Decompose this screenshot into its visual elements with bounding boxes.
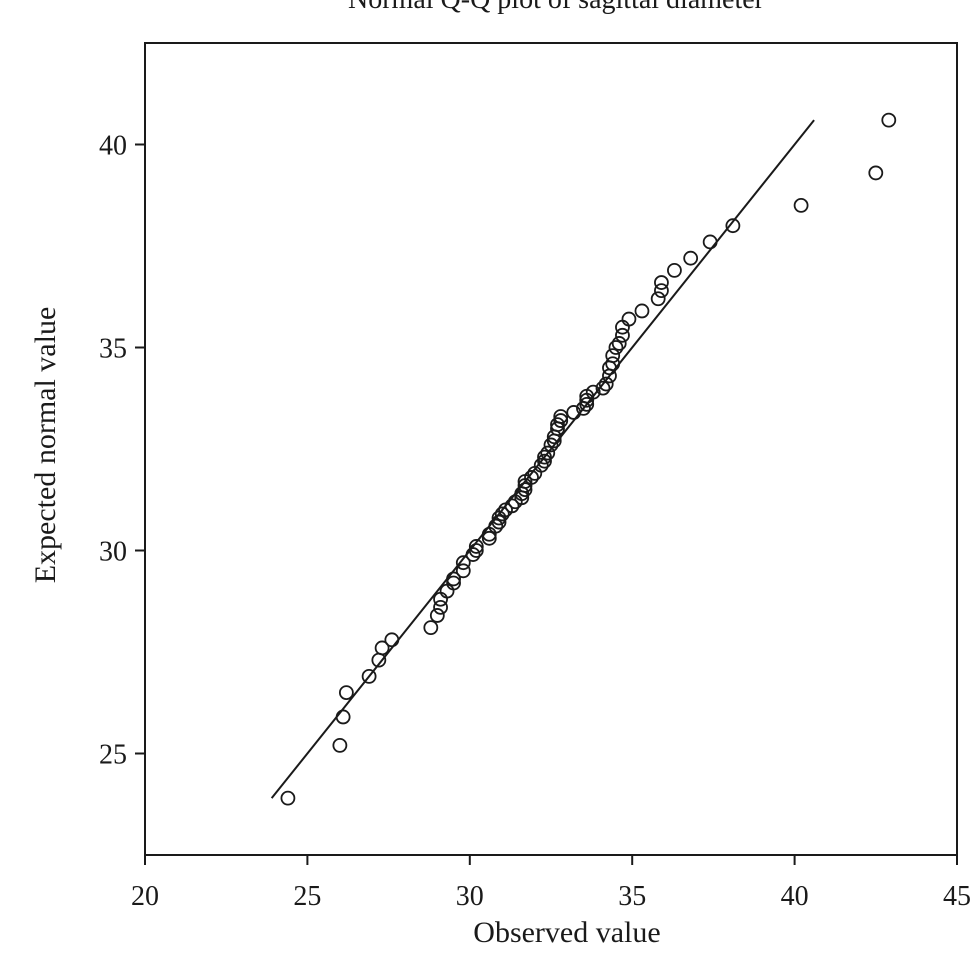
data-point — [533, 457, 549, 473]
data-point — [654, 275, 669, 290]
data-point — [605, 356, 621, 372]
data-point — [543, 437, 559, 453]
data-point — [553, 409, 569, 424]
data-point — [537, 449, 552, 465]
data-point — [602, 360, 617, 376]
data-point — [553, 413, 569, 428]
data-point — [465, 547, 481, 562]
y-tick-label: 35 — [99, 334, 127, 365]
data-point — [455, 555, 471, 571]
data-point — [446, 575, 461, 591]
y-axis-label: Expected normal value — [29, 307, 62, 584]
x-tick-label: 45 — [943, 881, 971, 912]
data-point — [335, 709, 351, 725]
data-point — [455, 563, 471, 579]
data-point — [524, 470, 539, 485]
data-point — [332, 737, 348, 753]
x-axis-label: Observed value — [473, 916, 660, 949]
data-point — [585, 384, 601, 400]
data-point — [504, 498, 520, 514]
data-point — [488, 518, 504, 534]
data-point — [683, 250, 699, 266]
data-point — [517, 482, 533, 498]
data-point — [446, 571, 461, 587]
data-point — [384, 632, 400, 648]
data-point — [494, 506, 510, 522]
data-point — [579, 396, 595, 412]
data-point — [429, 608, 445, 623]
data-point — [338, 685, 354, 700]
data-point — [537, 453, 552, 469]
data-point — [439, 583, 455, 599]
data-point — [540, 445, 556, 461]
plot-frame — [144, 42, 958, 856]
data-point — [280, 790, 296, 806]
data-point — [615, 327, 630, 343]
data-point — [468, 543, 484, 558]
data-point — [605, 348, 621, 364]
data-point — [595, 380, 611, 396]
y-tick-label: 40 — [99, 131, 127, 162]
data-point — [667, 262, 682, 278]
data-point — [374, 640, 390, 656]
data-point — [423, 620, 439, 636]
x-tick-label: 25 — [293, 881, 321, 912]
y-tick-label: 25 — [99, 740, 127, 771]
data-point — [615, 319, 630, 335]
data-point — [702, 234, 718, 250]
x-tick-label: 30 — [456, 881, 484, 912]
data-point — [566, 405, 582, 420]
data-point — [793, 197, 809, 213]
data-point — [361, 668, 377, 684]
data-point — [433, 591, 448, 607]
chart-title: Normal Q-Q plot of sagittal diameter — [348, 0, 765, 15]
data-point — [868, 165, 884, 181]
data-point — [881, 112, 897, 128]
data-point — [491, 514, 507, 530]
data-point — [433, 599, 448, 615]
data-point — [608, 340, 624, 355]
x-tick-label: 20 — [131, 881, 159, 912]
y-axis: 25 30 35 40 — [99, 131, 145, 771]
data-point — [634, 303, 650, 319]
data-point — [481, 530, 497, 546]
data-point — [650, 291, 666, 307]
data-point — [468, 539, 484, 554]
data-point — [725, 218, 741, 234]
x-tick-label: 40 — [781, 881, 809, 912]
data-point — [611, 336, 627, 351]
data-point — [654, 283, 669, 299]
data-points — [280, 112, 897, 806]
data-point — [598, 376, 614, 392]
data-point — [621, 311, 637, 327]
x-tick-label: 35 — [618, 881, 646, 912]
x-axis: 20 25 30 35 40 45 — [131, 855, 971, 912]
y-tick-label: 30 — [99, 537, 127, 568]
data-point — [550, 417, 565, 433]
